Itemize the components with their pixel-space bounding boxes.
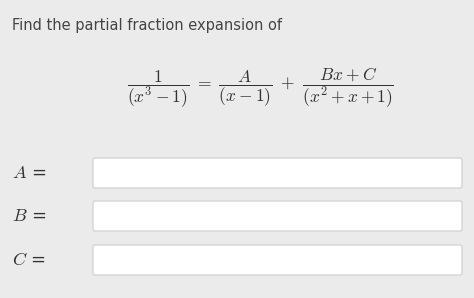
FancyBboxPatch shape [93, 245, 462, 275]
Text: $C$ =: $C$ = [12, 251, 46, 269]
Text: $A$ =: $A$ = [12, 164, 46, 182]
Text: $B$ =: $B$ = [12, 207, 46, 225]
FancyBboxPatch shape [93, 201, 462, 231]
Text: $\dfrac{1}{(x^3-1)}\ =\ \dfrac{A}{(x-1)}\ +\ \dfrac{Bx+C}{(x^2+x+1)}$: $\dfrac{1}{(x^3-1)}\ =\ \dfrac{A}{(x-1)}… [127, 66, 393, 110]
FancyBboxPatch shape [93, 158, 462, 188]
Text: Find the partial fraction expansion of: Find the partial fraction expansion of [12, 18, 282, 33]
